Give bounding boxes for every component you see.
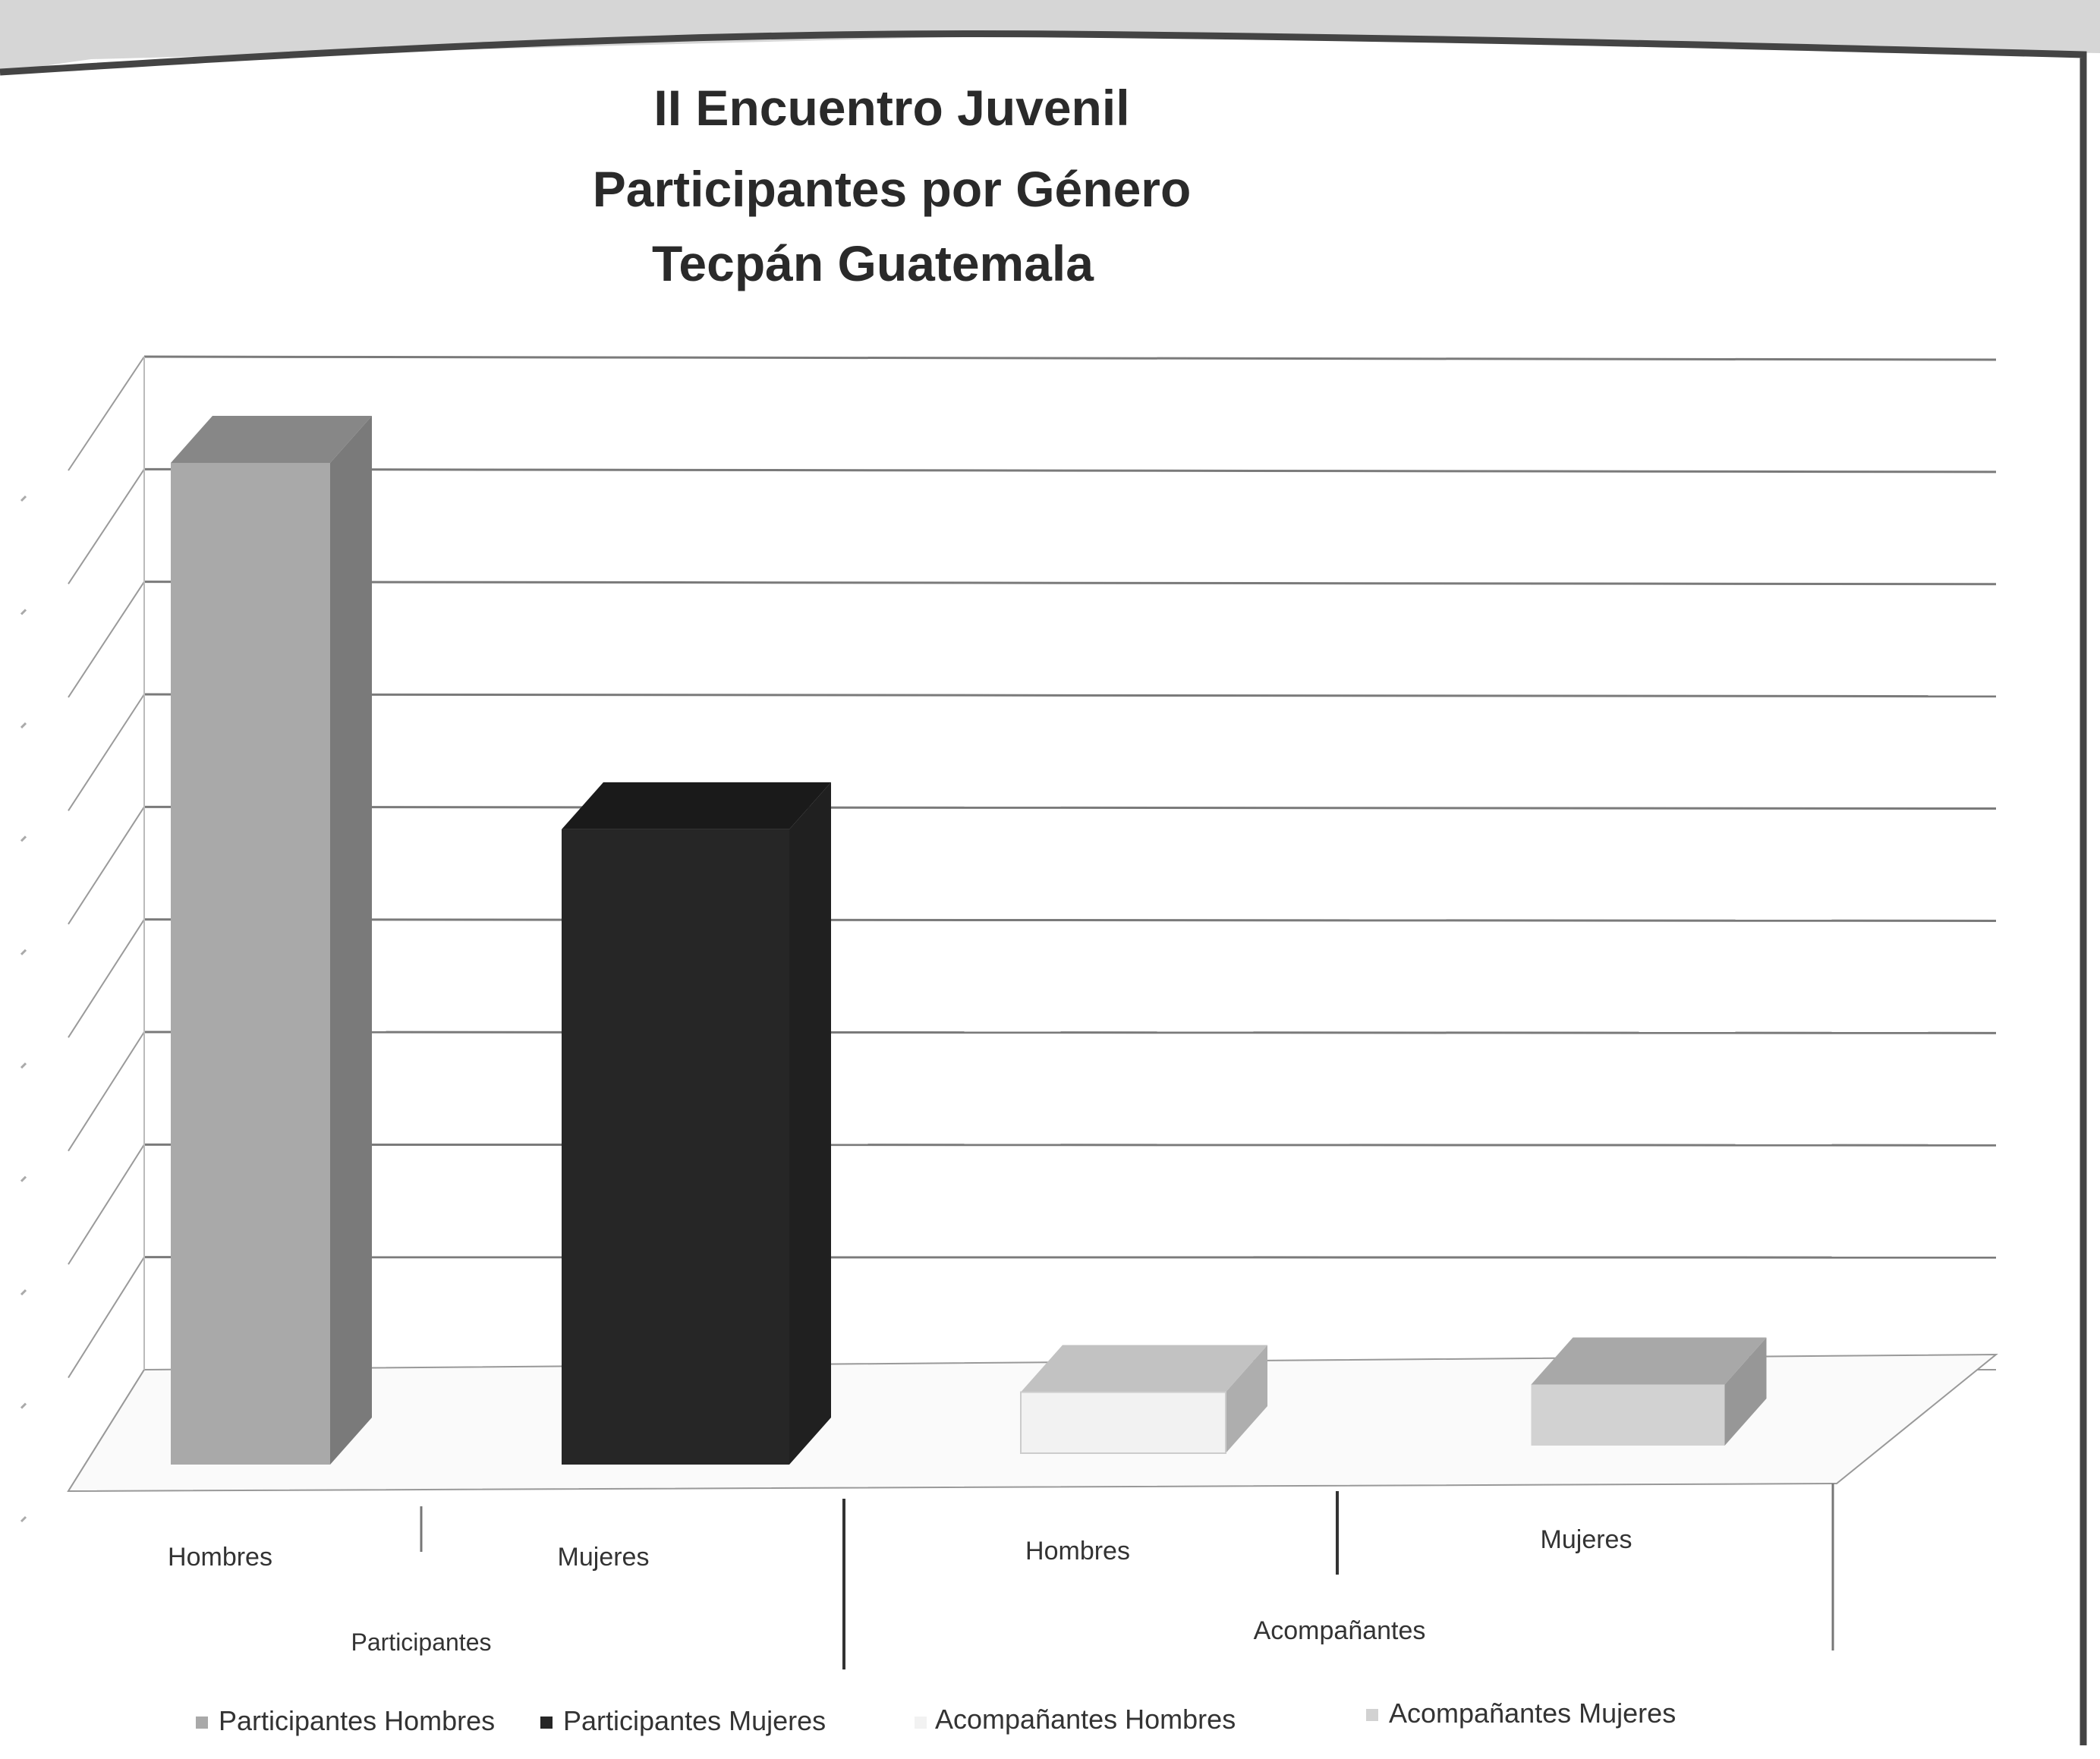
bar-acompa-antes-hombres xyxy=(1020,1391,1226,1455)
side-gridline xyxy=(68,1031,145,1152)
side-gridline xyxy=(68,919,145,1038)
legend-swatch-acompanantes-hombres xyxy=(915,1717,927,1729)
category-label-acompanantes-hombres: Hombres xyxy=(1025,1537,1130,1565)
chart-border xyxy=(0,30,2087,1745)
bar-top-participantes-mujeres xyxy=(562,782,831,829)
gridline xyxy=(143,693,1997,698)
category-label-participantes-hombres: Hombres xyxy=(168,1543,272,1572)
gridline xyxy=(143,467,1997,474)
y-tick-mark xyxy=(20,1289,27,1296)
category-label-participantes-mujeres: Mujeres xyxy=(558,1543,650,1572)
bar-top-acompa-antes-hombres xyxy=(1021,1345,1267,1392)
bar-acompa-antes-mujeres xyxy=(1531,1384,1725,1446)
legend-label-participantes-mujeres: Participantes Mujeres xyxy=(563,1705,826,1736)
gridline xyxy=(143,1143,1997,1147)
y-tick-mark xyxy=(20,1515,27,1523)
legend-label-participantes-hombres: Participantes Hombres xyxy=(219,1705,495,1736)
y-tick-mark xyxy=(20,1062,27,1069)
side-gridline xyxy=(68,356,145,471)
side-gridline xyxy=(68,1144,145,1265)
bar-side-participantes-hombres xyxy=(330,416,372,1465)
gridline xyxy=(143,1031,1997,1034)
bar-top-participantes-hombres xyxy=(171,416,372,463)
side-gridline xyxy=(68,581,145,698)
gridline xyxy=(143,918,1997,922)
gridline xyxy=(143,805,1997,810)
legend: Participantes Hombres Participantes Muje… xyxy=(196,1698,1676,1736)
y-tick-mark xyxy=(20,609,27,615)
bar-participantes-hombres xyxy=(171,463,330,1465)
bar-participantes-mujeres xyxy=(562,829,789,1465)
legend-label-acompanantes-mujeres: Acompañantes Mujeres xyxy=(1389,1698,1676,1729)
side-gridline xyxy=(68,694,145,811)
x-axis: Hombres Mujeres Hombres Mujeres Particip… xyxy=(168,1484,1834,1669)
legend-label-acompanantes-hombres: Acompañantes Hombres xyxy=(935,1704,1236,1735)
chart-title-line-1: II Encuentro Juvenil xyxy=(653,80,1129,136)
y-tick-mark xyxy=(20,1175,27,1182)
y-tick-mark xyxy=(20,495,27,502)
bar-side-acompa-antes-hombres xyxy=(1226,1345,1267,1453)
gridline xyxy=(143,355,1997,361)
y-tick-mark xyxy=(20,835,27,842)
legend-swatch-participantes-mujeres xyxy=(540,1717,553,1729)
gridline xyxy=(143,581,1997,586)
gridlines xyxy=(20,355,1997,1523)
chart-title-line-2: Participantes por Género xyxy=(593,161,1192,217)
side-gridline xyxy=(68,1257,145,1379)
group-label-participantes: Participantes xyxy=(351,1628,492,1656)
bar-side-acompa-antes-mujeres xyxy=(1724,1337,1767,1446)
bar-side-participantes-mujeres xyxy=(789,782,831,1465)
side-gridline xyxy=(68,468,145,584)
chart-background xyxy=(0,34,2100,1759)
bars xyxy=(171,416,1767,1465)
y-tick-mark xyxy=(20,722,27,728)
side-gridline xyxy=(68,806,145,925)
chart-title-line-3: Tecpán Guatemala xyxy=(652,235,1094,291)
legend-swatch-acompanantes-mujeres xyxy=(1366,1709,1378,1721)
bar-top-acompa-antes-mujeres xyxy=(1531,1337,1767,1385)
y-tick-mark xyxy=(20,1402,27,1409)
group-label-acompanantes: Acompañantes xyxy=(1254,1616,1426,1645)
category-label-acompanantes-mujeres: Mujeres xyxy=(1541,1525,1632,1554)
legend-swatch-participantes-hombres xyxy=(196,1717,208,1729)
y-tick-mark xyxy=(20,949,27,955)
